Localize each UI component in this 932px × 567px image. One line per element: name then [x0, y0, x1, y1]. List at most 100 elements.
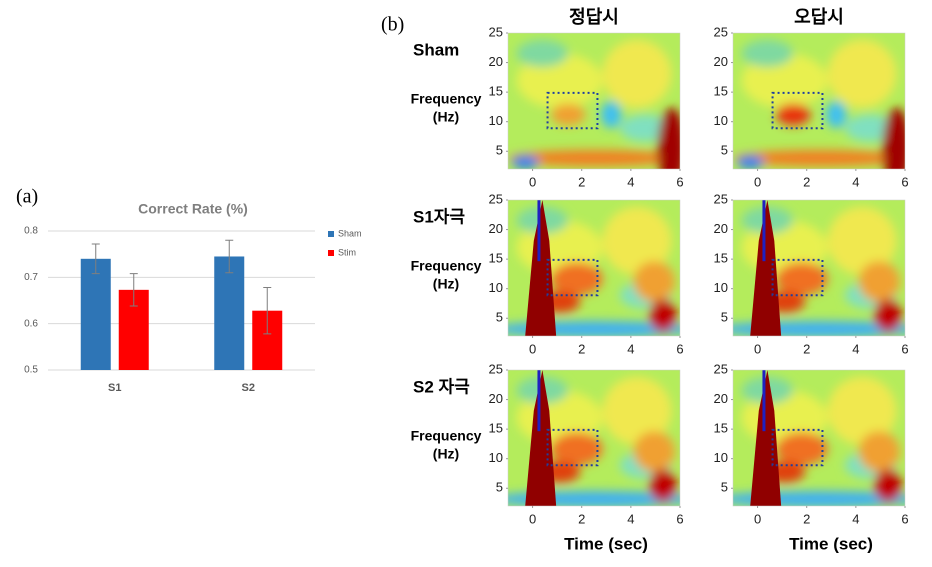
blob: [825, 101, 847, 129]
blob: [874, 469, 902, 502]
plot-frame: [507, 32, 681, 170]
blob: [633, 431, 675, 472]
x-tick-label: 0: [529, 174, 536, 189]
x-tick-label: 4: [852, 341, 859, 356]
y-tick-label: 20: [714, 391, 728, 406]
plot-frame: [732, 199, 906, 337]
y-tick-label: 10: [714, 280, 728, 295]
x-axis-label: Time (sec): [564, 534, 648, 553]
x-tick-label: 6: [901, 511, 908, 526]
panel-label: (a): [16, 186, 38, 208]
roi-box: [771, 428, 824, 467]
x-tick-label: 4: [627, 341, 634, 356]
error-bar: [129, 273, 138, 307]
chart-title: Correct Rate (%): [138, 201, 248, 217]
y-tick-label: 20: [489, 221, 503, 236]
y-tick-label: 5: [721, 143, 728, 158]
blob: [827, 39, 897, 108]
x-tick-label: 6: [676, 341, 683, 356]
x-tick-label: 0: [754, 174, 761, 189]
y-tick-label: 25: [714, 361, 728, 376]
row-label: S2 자극: [413, 377, 470, 396]
y-tick-label: 15: [714, 251, 728, 266]
y-tick-label: 25: [489, 191, 503, 206]
y-axis-label: (Hz): [433, 446, 459, 462]
y-tick-label: 20: [714, 54, 728, 69]
y-tick-label: 5: [496, 310, 503, 325]
roi-box: [546, 428, 599, 467]
y-tick-label: 15: [489, 84, 503, 99]
x-tick-label: 2: [803, 174, 810, 189]
y-axis-label: Frequency: [411, 91, 482, 107]
x-tick-label: S1: [108, 382, 121, 394]
y-tick-label: 25: [714, 24, 728, 39]
spectrogram-image: [733, 33, 905, 169]
row-label: Sham: [413, 40, 459, 59]
legend-swatch: [328, 231, 334, 237]
blob: [551, 432, 603, 466]
spectrogram-image: [508, 33, 680, 169]
plot-frame: [507, 199, 681, 337]
blob: [511, 155, 539, 169]
blob: [508, 149, 680, 167]
blob: [657, 107, 680, 169]
blob: [516, 39, 569, 67]
spectrogram-image: [733, 370, 905, 506]
y-tick-label: 10: [714, 450, 728, 465]
panel-label: (b): [381, 14, 404, 36]
spectrogram-image: [508, 200, 680, 336]
x-tick-label: S2: [242, 382, 255, 394]
y-tick-label: 25: [714, 191, 728, 206]
y-tick-label: 0.6: [24, 318, 38, 329]
y-tick-label: 20: [489, 391, 503, 406]
error-bar: [225, 239, 234, 274]
x-tick-label: 2: [803, 341, 810, 356]
x-tick-label: 4: [852, 511, 859, 526]
roi-box: [771, 91, 824, 130]
column-title: 오답시: [794, 7, 844, 27]
y-axis-label: Frequency: [411, 258, 482, 274]
roi-box: [546, 91, 599, 130]
y-tick-label: 5: [496, 480, 503, 495]
y-tick-label: 0.5: [24, 365, 38, 376]
blob: [649, 299, 677, 332]
y-tick-label: 0.8: [24, 226, 38, 237]
blob: [602, 376, 672, 445]
y-tick-label: 15: [714, 84, 728, 99]
legend-label: Sham: [338, 228, 362, 238]
bar: [214, 256, 245, 370]
blob: [649, 469, 677, 502]
y-axis-label: Frequency: [411, 428, 482, 444]
blob: [874, 299, 902, 332]
spectrogram-blobs: [733, 39, 905, 169]
roi-box: [546, 258, 599, 297]
y-tick-label: 10: [489, 280, 503, 295]
x-tick-label: 6: [901, 174, 908, 189]
blob: [741, 39, 794, 67]
column-title: 정답시: [569, 7, 619, 27]
plot-frame: [507, 369, 681, 507]
x-tick-label: 0: [529, 511, 536, 526]
error-bar: [91, 243, 100, 275]
blob: [733, 149, 905, 167]
blob: [827, 376, 897, 445]
blob: [858, 431, 900, 472]
x-tick-label: 4: [627, 511, 634, 526]
y-tick-label: 10: [489, 113, 503, 128]
x-tick-label: 2: [578, 174, 585, 189]
y-tick-label: 25: [489, 24, 503, 39]
x-tick-label: 2: [578, 341, 585, 356]
blob: [736, 155, 764, 169]
blob: [750, 370, 782, 506]
y-tick-label: 20: [489, 54, 503, 69]
blob: [525, 370, 557, 506]
x-tick-label: 6: [676, 511, 683, 526]
blob: [551, 262, 603, 296]
blob: [516, 53, 603, 108]
y-tick-label: 15: [489, 421, 503, 436]
blob: [633, 261, 675, 302]
x-tick-label: 0: [754, 341, 761, 356]
x-tick-label: 0: [754, 511, 761, 526]
y-tick-label: 5: [496, 143, 503, 158]
